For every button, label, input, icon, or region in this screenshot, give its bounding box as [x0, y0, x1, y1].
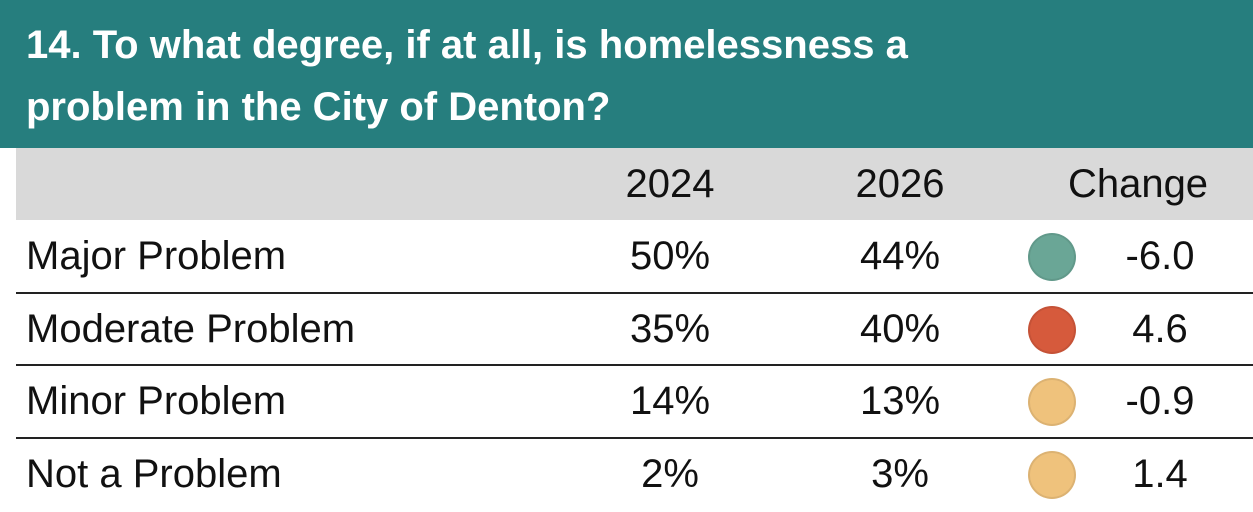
column-header: 2024	[625, 162, 715, 206]
row-label: Moderate Problem	[26, 307, 356, 351]
change-indicator	[1028, 451, 1076, 499]
row-divider	[16, 292, 1253, 294]
change-indicator	[1028, 233, 1076, 281]
value-cell: 3%	[871, 452, 929, 496]
row-divider	[16, 437, 1253, 439]
header-row: 2024 2026 Change	[16, 148, 1253, 220]
column-header: 2026	[855, 162, 945, 206]
change-value: -6.0	[1125, 234, 1195, 278]
value-cell: 13%	[859, 379, 941, 423]
value-cell: 2%	[641, 452, 699, 496]
table-row: Moderate Problem 35% 40% 4.6	[0, 293, 1253, 366]
row-label: Major Problem	[26, 234, 287, 278]
table-row: Minor Problem 14% 13% -0.9	[0, 365, 1253, 438]
value-cell: 50%	[629, 234, 711, 278]
change-indicator	[1028, 306, 1076, 354]
change-value: 4.6	[1132, 307, 1188, 351]
value-cell: 40%	[859, 307, 941, 351]
change-indicator	[1028, 378, 1076, 426]
table-row: Not a Problem 2% 3% 1.4	[0, 438, 1253, 511]
change-value: 1.4	[1132, 452, 1188, 496]
table-row: Major Problem 50% 44% -6.0	[0, 220, 1253, 293]
title-line: problem in the City of Denton?	[26, 85, 611, 129]
column-header: Change	[1067, 162, 1209, 206]
value-cell: 35%	[629, 307, 711, 351]
title-band: 14. To what degree, if at all, is homele…	[0, 0, 1253, 148]
row-label: Minor Problem	[26, 379, 287, 423]
title-line: 14. To what degree, if at all, is homele…	[26, 23, 908, 67]
row-label: Not a Problem	[26, 452, 282, 496]
row-divider	[16, 364, 1253, 366]
change-value: -0.9	[1125, 379, 1195, 423]
value-cell: 14%	[629, 379, 711, 423]
value-cell: 44%	[859, 234, 941, 278]
